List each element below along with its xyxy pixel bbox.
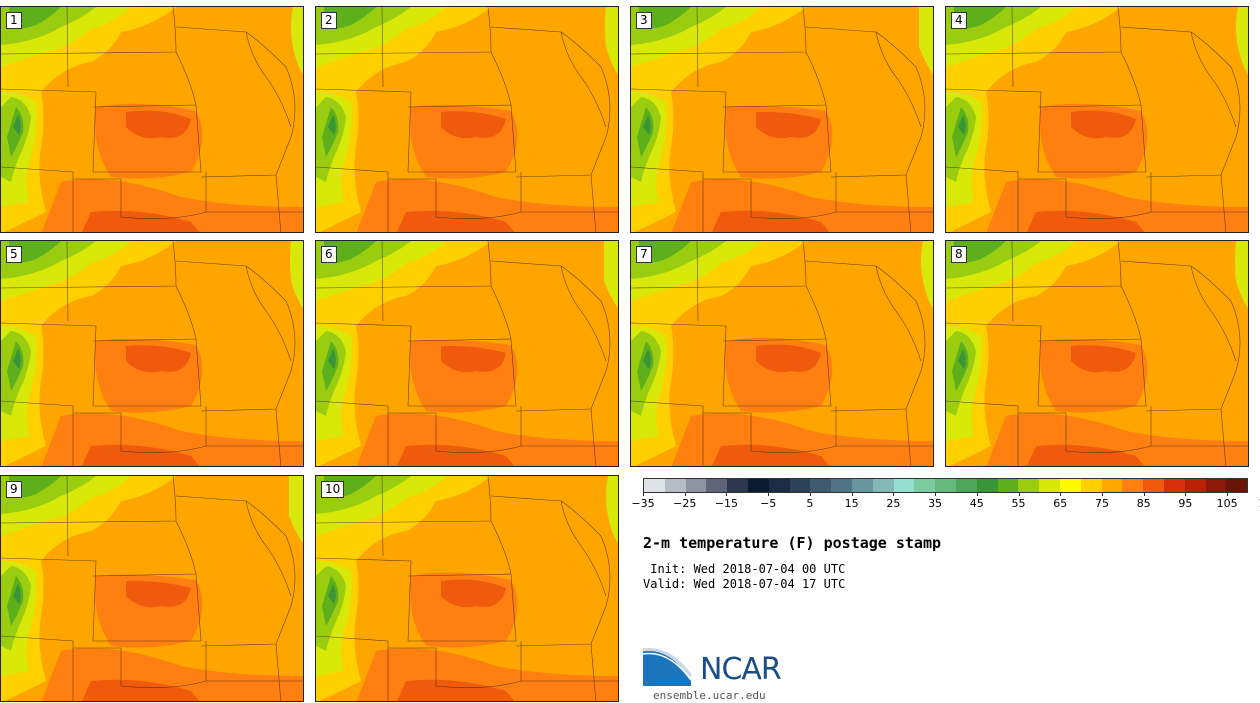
member-label: 3 [636, 12, 652, 29]
member-label: 2 [321, 12, 337, 29]
colorbar-tick-mark [684, 493, 686, 496]
colorbar-swatch [914, 479, 936, 492]
ensemble-member-panel: 7 [630, 240, 934, 467]
colorbar-swatch [1122, 479, 1144, 492]
ensemble-member-panel: 3 [630, 6, 934, 233]
colorbar-tick-label: 15 [844, 497, 859, 510]
colorbar-swatch [644, 479, 665, 492]
colorbar-swatch [727, 479, 748, 492]
colorbar-tick-mark [809, 493, 811, 496]
product-title: 2-m temperature (F) postage stamp [643, 534, 942, 552]
colorbar-tick-label: 65 [1053, 497, 1068, 510]
colorbar-tick-mark [851, 493, 853, 496]
colorbar-tick-mark [1101, 493, 1103, 496]
colorbar-swatch [747, 479, 769, 492]
colorbar-swatch [1226, 479, 1248, 492]
colorbar-swatch [810, 479, 832, 492]
colorbar-tick-label: 55 [1011, 497, 1026, 510]
colorbar-ticks: −35 −25 −15 −5 5 15 25 35 45 55 65 75 85 95 105 115 [631, 493, 1260, 513]
colorbar-swatch [1184, 479, 1206, 492]
ensemble-member-panel: 2 [315, 6, 619, 233]
colorbar-tick-label: 5 [806, 497, 814, 510]
ensemble-member-panel: 8 [945, 240, 1249, 467]
colorbar-tick-mark [1185, 493, 1187, 496]
ncar-logo-icon [643, 648, 693, 686]
colorbar-swatch [1101, 479, 1123, 492]
colorbar-swatch [768, 479, 790, 492]
member-label: 1 [6, 12, 22, 29]
colorbar-tick-mark [976, 493, 978, 496]
colorbar-tick-mark [1143, 493, 1145, 496]
colorbar-swatch [1018, 479, 1040, 492]
colorbar-tick-mark [726, 493, 728, 496]
colorbar-tick-label: 35 [928, 497, 943, 510]
colorbar-swatch [831, 479, 852, 492]
colorbar-swatch [893, 479, 915, 492]
init-valid-times: Init: Wed 2018-07-04 00 UTC Valid: Wed 2… [643, 562, 845, 592]
member-label: 5 [6, 246, 22, 263]
colorbar-swatch [976, 479, 998, 492]
ensemble-member-panel: 1 [0, 6, 304, 233]
ensemble-member-panel: 4 [945, 6, 1249, 233]
colorbar-tick-label: −25 [673, 497, 697, 510]
colorbar-tick-mark [643, 493, 644, 496]
ensemble-member-panel: 5 [0, 240, 304, 467]
colorbar-swatch [851, 479, 873, 492]
member-label: 4 [951, 12, 967, 29]
colorbar-swatch [997, 479, 1019, 492]
valid-time: Valid: Wed 2018-07-04 17 UTC [643, 577, 846, 591]
ncar-logo-text: NCAR [700, 652, 782, 687]
ensemble-member-panel: 9 [0, 475, 304, 702]
colorbar-tick-mark [1060, 493, 1062, 496]
colorbar-swatch [872, 479, 894, 492]
colorbar-swatch [789, 479, 811, 492]
colorbar-swatch [1163, 479, 1185, 492]
colorbar-tick-label: 115 [1258, 497, 1260, 510]
colorbar-swatch [1059, 479, 1081, 492]
colorbar-swatch [935, 479, 956, 492]
colorbar-tick-mark [768, 493, 770, 496]
colorbar-tick-label: −35 [631, 497, 655, 510]
colorbar-tick-mark [1227, 493, 1229, 496]
colorbar-tick-label: 45 [969, 497, 984, 510]
member-label: 7 [636, 246, 652, 263]
ensemble-member-panel: 10 [315, 475, 619, 702]
colorbar-swatch [1143, 479, 1164, 492]
colorbar [643, 478, 1248, 493]
colorbar-tick-mark [893, 493, 895, 496]
colorbar-tick-label: 25 [886, 497, 901, 510]
colorbar-tick-label: −5 [760, 497, 777, 510]
colorbar-swatch [1205, 479, 1227, 492]
member-label: 10 [321, 481, 345, 498]
colorbar-swatch [685, 479, 707, 492]
colorbar-tick-label: 85 [1136, 497, 1151, 510]
colorbar-swatch [1080, 479, 1102, 492]
colorbar-tick-mark [1018, 493, 1020, 496]
ensemble-url: ensemble.ucar.edu [653, 689, 766, 702]
member-label: 9 [6, 481, 22, 498]
colorbar-tick-label: −15 [714, 497, 739, 510]
member-label: 6 [321, 246, 337, 263]
colorbar-swatch [664, 479, 686, 492]
colorbar-tick-label: 105 [1216, 497, 1238, 510]
colorbar-tick-mark [935, 493, 937, 496]
colorbar-tick-label: 75 [1094, 497, 1109, 510]
colorbar-swatch [706, 479, 728, 492]
colorbar-swatch [1039, 479, 1060, 492]
colorbar-swatch [955, 479, 977, 492]
ensemble-member-panel: 6 [315, 240, 619, 467]
colorbar-tick-label: 95 [1178, 497, 1193, 510]
init-time: Init: Wed 2018-07-04 00 UTC [643, 562, 846, 576]
member-label: 8 [951, 246, 967, 263]
